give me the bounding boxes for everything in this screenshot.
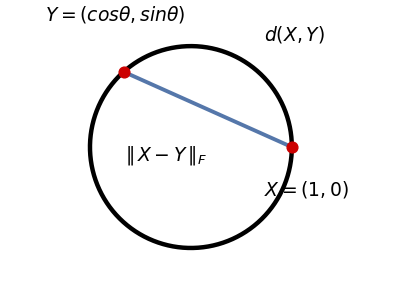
Point — [288, 145, 294, 149]
Point — [120, 70, 127, 74]
Text: $d(X,Y)$: $d(X,Y)$ — [263, 24, 324, 45]
Text: $\|\, X - Y \,\|_F$: $\|\, X - Y \,\|_F$ — [125, 144, 207, 167]
Text: $Y = (cos\theta, sin\theta)$: $Y = (cos\theta, sin\theta)$ — [45, 4, 184, 25]
Text: $X = (1,0)$: $X = (1,0)$ — [263, 179, 348, 200]
